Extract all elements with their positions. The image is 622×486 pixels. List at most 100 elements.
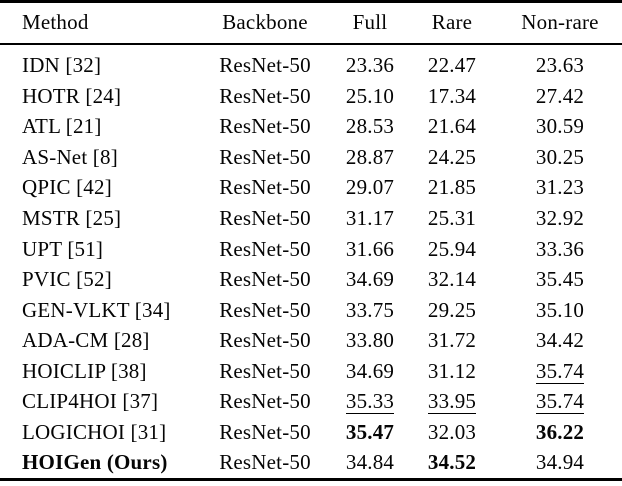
col-header-backbone: Backbone <box>212 1 318 45</box>
table-row: HOTR [24] ResNet-50 25.10 17.34 27.42 <box>0 81 622 112</box>
cell-value: ResNet-50 <box>219 267 311 292</box>
backbone-cell: ResNet-50 <box>212 142 318 173</box>
table-row: AS-Net [8] ResNet-50 28.87 24.25 30.25 <box>0 142 622 173</box>
cell-value: 25.31 <box>427 206 477 230</box>
backbone-cell: ResNet-50 <box>212 356 318 387</box>
full-cell: 25.10 <box>318 81 422 112</box>
cell-value: 23.63 <box>535 53 585 78</box>
cell-value: ATL [21] <box>22 114 102 139</box>
nonrare-cell: 27.42 <box>490 81 622 112</box>
cell-value: AS-Net [8] <box>22 144 118 169</box>
cell-value: HOIGen (Ours) <box>22 450 168 475</box>
backbone-cell: ResNet-50 <box>212 387 318 418</box>
backbone-cell: ResNet-50 <box>212 203 318 234</box>
cell-value: 36.22 <box>535 419 585 444</box>
cell-value: 29.07 <box>345 175 395 200</box>
nonrare-cell: 35.10 <box>490 295 622 326</box>
cell-value: HOTR [24] <box>22 83 122 108</box>
cell-value: HOICLIP [38] <box>22 358 147 383</box>
rare-cell: 34.52 <box>422 448 490 480</box>
method-cell: HOIGen (Ours) <box>0 448 212 480</box>
rare-cell: 32.03 <box>422 417 490 448</box>
table-row: LOGICHOI [31] ResNet-50 35.47 32.03 36.22 <box>0 417 622 448</box>
cell-value: 34.42 <box>535 328 585 353</box>
cell-value: 25.94 <box>427 236 477 261</box>
backbone-cell: ResNet-50 <box>212 112 318 143</box>
nonrare-cell: 23.63 <box>490 44 622 82</box>
backbone-cell: ResNet-50 <box>212 234 318 265</box>
cell-value: ResNet-50 <box>219 83 311 108</box>
cell-value: 31.17 <box>345 206 395 230</box>
nonrare-cell: 32.92 <box>490 203 622 234</box>
col-header-full: Full <box>318 1 422 45</box>
cell-value: 28.53 <box>345 114 395 139</box>
cell-value: MSTR [25] <box>22 206 122 230</box>
cell-value: 33.75 <box>345 297 395 322</box>
cell-value: 22.47 <box>427 53 477 78</box>
table-row: QPIC [42] ResNet-50 29.07 21.85 31.23 <box>0 173 622 204</box>
cell-value: 34.69 <box>345 358 395 383</box>
cell-value: 34.52 <box>427 450 477 475</box>
rare-cell: 29.25 <box>422 295 490 326</box>
nonrare-cell: 31.23 <box>490 173 622 204</box>
cell-value: 32.14 <box>427 267 477 292</box>
cell-value: ResNet-50 <box>219 389 311 414</box>
cell-value: QPIC [42] <box>22 175 112 200</box>
cell-value: 31.12 <box>427 358 477 383</box>
cell-value: 27.42 <box>535 83 585 108</box>
full-cell: 31.17 <box>318 203 422 234</box>
cell-value: 34.94 <box>535 450 585 475</box>
cell-value: 35.74 <box>535 358 585 384</box>
method-cell: LOGICHOI [31] <box>0 417 212 448</box>
full-cell: 33.80 <box>318 325 422 356</box>
cell-value: 30.25 <box>535 144 585 169</box>
rare-cell: 17.34 <box>422 81 490 112</box>
cell-value: 28.87 <box>345 144 395 169</box>
rare-cell: 31.72 <box>422 325 490 356</box>
method-cell: PVIC [52] <box>0 264 212 295</box>
cell-value: ResNet-50 <box>219 328 311 353</box>
rare-cell: 31.12 <box>422 356 490 387</box>
method-cell: IDN [32] <box>0 44 212 82</box>
cell-value: 31.72 <box>427 328 477 353</box>
cell-value: 35.74 <box>535 389 585 415</box>
backbone-cell: ResNet-50 <box>212 81 318 112</box>
cell-value: 25.10 <box>345 83 395 108</box>
full-cell: 35.47 <box>318 417 422 448</box>
method-cell: AS-Net [8] <box>0 142 212 173</box>
cell-value: 23.36 <box>345 53 395 78</box>
cell-value: IDN [32] <box>22 53 102 78</box>
cell-value: 34.69 <box>345 267 395 292</box>
cell-value: GEN-VLKT [34] <box>22 297 171 322</box>
cell-value: ResNet-50 <box>219 144 311 169</box>
table-row: UPT [51] ResNet-50 31.66 25.94 33.36 <box>0 234 622 265</box>
rare-cell: 33.95 <box>422 387 490 418</box>
cell-value: ResNet-50 <box>219 53 311 78</box>
full-cell: 28.87 <box>318 142 422 173</box>
method-cell: QPIC [42] <box>0 173 212 204</box>
backbone-cell: ResNet-50 <box>212 44 318 82</box>
method-cell: ADA-CM [28] <box>0 325 212 356</box>
full-cell: 29.07 <box>318 173 422 204</box>
nonrare-cell: 33.36 <box>490 234 622 265</box>
table-row: ATL [21] ResNet-50 28.53 21.64 30.59 <box>0 112 622 143</box>
cell-value: LOGICHOI [31] <box>22 419 167 444</box>
cell-value: 32.92 <box>535 206 585 230</box>
full-cell: 33.75 <box>318 295 422 326</box>
cell-value: PVIC [52] <box>22 267 112 292</box>
cell-value: 24.25 <box>427 144 477 169</box>
table-row: PVIC [52] ResNet-50 34.69 32.14 35.45 <box>0 264 622 295</box>
full-cell: 28.53 <box>318 112 422 143</box>
cell-value: ADA-CM [28] <box>22 328 150 353</box>
cell-value: ResNet-50 <box>219 297 311 322</box>
rare-cell: 25.31 <box>422 203 490 234</box>
rare-cell: 22.47 <box>422 44 490 82</box>
method-cell: ATL [21] <box>0 112 212 143</box>
method-cell: HOICLIP [38] <box>0 356 212 387</box>
cell-value: CLIP4HOI [37] <box>22 389 159 414</box>
backbone-cell: ResNet-50 <box>212 325 318 356</box>
cell-value: ResNet-50 <box>219 419 311 444</box>
cell-value: ResNet-50 <box>219 175 311 200</box>
nonrare-cell: 36.22 <box>490 417 622 448</box>
